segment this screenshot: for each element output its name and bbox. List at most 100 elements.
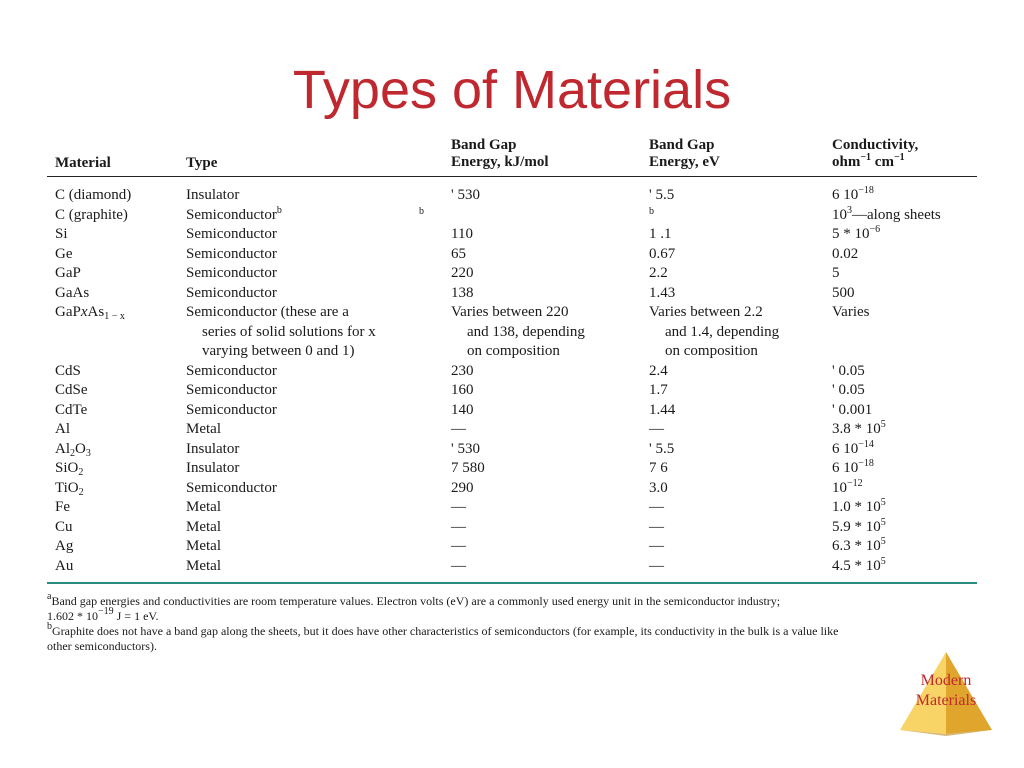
band-gap-ev-cell: — xyxy=(649,499,664,515)
band-gap-ev-cell: 1.7 xyxy=(649,382,668,398)
conductivity-cell: ' 0.05 xyxy=(832,362,865,379)
material-cell: GaPxAs1 − x xyxy=(55,304,125,322)
band-gap-ev-cell: 7 6 xyxy=(649,460,668,476)
band-gap-ev-cell: — xyxy=(649,518,664,535)
header-conductivity-line1: Conductivity, xyxy=(832,137,919,153)
band-gap-kj-cell: — xyxy=(451,557,466,574)
type-cell: varying between 0 and 1) xyxy=(202,343,355,359)
type-cell: Insulator xyxy=(186,440,240,457)
band-gap-kj-cell: — xyxy=(451,421,466,437)
header-conductivity: Conductivity, ohm−1 cm−1 xyxy=(832,137,918,171)
conductivity-cell: ' 0.001 xyxy=(832,401,873,418)
band-gap-kj-cell: 160 xyxy=(451,382,474,398)
material-cell: CdSe xyxy=(55,382,88,398)
band-gap-ev-cell: 1.43 xyxy=(649,284,676,301)
material-cell: Ag xyxy=(55,538,74,554)
material-cell: CdS xyxy=(55,362,81,379)
modern-materials-badge: Modern Materials xyxy=(898,671,994,711)
type-cell: Metal xyxy=(186,557,221,574)
type-cell: Insulator xyxy=(186,187,240,203)
band-gap-ev-cell: ' 5.5 xyxy=(649,440,675,457)
band-gap-kj-cell: 230 xyxy=(451,362,474,379)
conductivity-cell: ' 0.05 xyxy=(832,382,865,398)
type-cell: Semiconductor xyxy=(186,401,277,418)
header-band-gap-kj-line1: Band Gap xyxy=(451,137,517,153)
header-material: Material xyxy=(55,155,111,171)
material-cell: SiO2 xyxy=(55,460,84,478)
band-gap-kj-cell: b xyxy=(419,205,424,217)
band-gap-kj-cell: — xyxy=(451,499,466,515)
header-band-gap-ev: Band Gap Energy, eV xyxy=(649,137,720,171)
material-cell: Fe xyxy=(55,499,70,515)
conductivity-cell: 5 * 10−6 xyxy=(832,224,881,243)
type-cell: Metal xyxy=(186,538,221,554)
type-cell: Semiconductorb xyxy=(186,204,282,223)
band-gap-ev-cell: — xyxy=(649,557,664,574)
band-gap-kj-cell: Varies between 220 xyxy=(451,304,569,320)
band-gap-kj-cell: 65 xyxy=(451,245,466,262)
type-cell: Semiconductor xyxy=(186,226,277,242)
type-cell: Metal xyxy=(186,421,221,437)
conductivity-cell: 1.0 * 105 xyxy=(832,497,886,516)
conductivity-cell: 0.02 xyxy=(832,245,859,262)
band-gap-ev-cell: b xyxy=(649,205,654,217)
material-cell: Al2O3 xyxy=(55,440,91,459)
header-band-gap-ev-line2: Energy, eV xyxy=(649,154,720,170)
conductivity-cell: 3.8 * 105 xyxy=(832,419,886,438)
band-gap-kj-cell: 110 xyxy=(451,226,473,242)
conductivity-cell: 5 xyxy=(832,265,840,281)
conductivity-cell: 5.9 * 105 xyxy=(832,516,886,535)
conductivity-cell: 103—along sheets xyxy=(832,204,941,223)
band-gap-kj-cell: 140 xyxy=(451,401,474,418)
conductivity-cell: Varies xyxy=(832,304,870,320)
type-cell: Semiconductor xyxy=(186,284,277,301)
material-cell: Cu xyxy=(55,518,73,535)
band-gap-kj-cell: 290 xyxy=(451,479,474,496)
band-gap-ev-cell: on composition xyxy=(665,343,758,359)
conductivity-cell: 6.3 * 105 xyxy=(832,536,886,555)
footnote-a-line2: 1.602 * 10−19 J = 1 eV. xyxy=(47,606,159,624)
header-type: Type xyxy=(186,155,218,171)
band-gap-ev-cell: 1 .1 xyxy=(649,226,672,242)
header-band-gap-ev-line1: Band Gap xyxy=(649,137,715,153)
band-gap-kj-cell: — xyxy=(451,518,466,535)
type-cell: series of solid solutions for x xyxy=(202,323,376,340)
band-gap-kj-cell: and 138, depending xyxy=(467,323,585,340)
band-gap-ev-cell: Varies between 2.2 xyxy=(649,304,763,320)
type-cell: Metal xyxy=(186,518,221,535)
modern-materials-pyramid-icon xyxy=(900,652,992,736)
material-cell: Si xyxy=(55,226,68,242)
band-gap-ev-cell: ' 5.5 xyxy=(649,187,675,203)
type-cell: Semiconductor xyxy=(186,362,277,379)
material-cell: C (diamond) xyxy=(55,187,132,203)
band-gap-ev-cell: 2.4 xyxy=(649,362,668,379)
type-cell: Insulator xyxy=(186,460,240,476)
conductivity-cell: 6 10−18 xyxy=(832,185,874,204)
band-gap-kj-cell: on composition xyxy=(467,343,560,359)
band-gap-kj-cell: ' 530 xyxy=(451,440,480,457)
material-cell: Ge xyxy=(55,245,73,262)
band-gap-ev-cell: — xyxy=(649,421,664,437)
type-cell: Semiconductor xyxy=(186,479,277,496)
conductivity-cell: 6 10−18 xyxy=(832,458,874,477)
band-gap-kj-cell: — xyxy=(451,538,466,554)
conductivity-cell: 4.5 * 105 xyxy=(832,555,886,574)
band-gap-ev-cell: 1.44 xyxy=(649,401,676,418)
band-gap-kj-cell: ' 530 xyxy=(451,187,480,203)
type-cell: Semiconductor xyxy=(186,382,277,398)
footnote-b: bGraphite does not have a band gap along… xyxy=(47,621,839,639)
band-gap-ev-cell: and 1.4, depending xyxy=(665,323,780,340)
badge-line2: Materials xyxy=(915,692,977,709)
band-gap-kj-cell: 7 580 xyxy=(451,460,485,476)
table-footer-rule xyxy=(47,582,977,584)
footnote-a: aBand gap energies and conductivities ar… xyxy=(47,591,781,609)
type-cell: Semiconductor xyxy=(186,245,277,262)
material-cell: GaAs xyxy=(55,284,90,301)
band-gap-ev-cell: 0.67 xyxy=(649,245,676,262)
type-cell: Semiconductor (these are a xyxy=(186,304,349,320)
material-cell: C (graphite) xyxy=(55,206,128,223)
footnote-b-line2: other semiconductors). xyxy=(47,639,157,653)
header-band-gap-kj: Band Gap Energy, kJ/mol xyxy=(451,137,549,171)
table-header-rule xyxy=(47,176,977,177)
band-gap-kj-cell: 138 xyxy=(451,284,474,301)
